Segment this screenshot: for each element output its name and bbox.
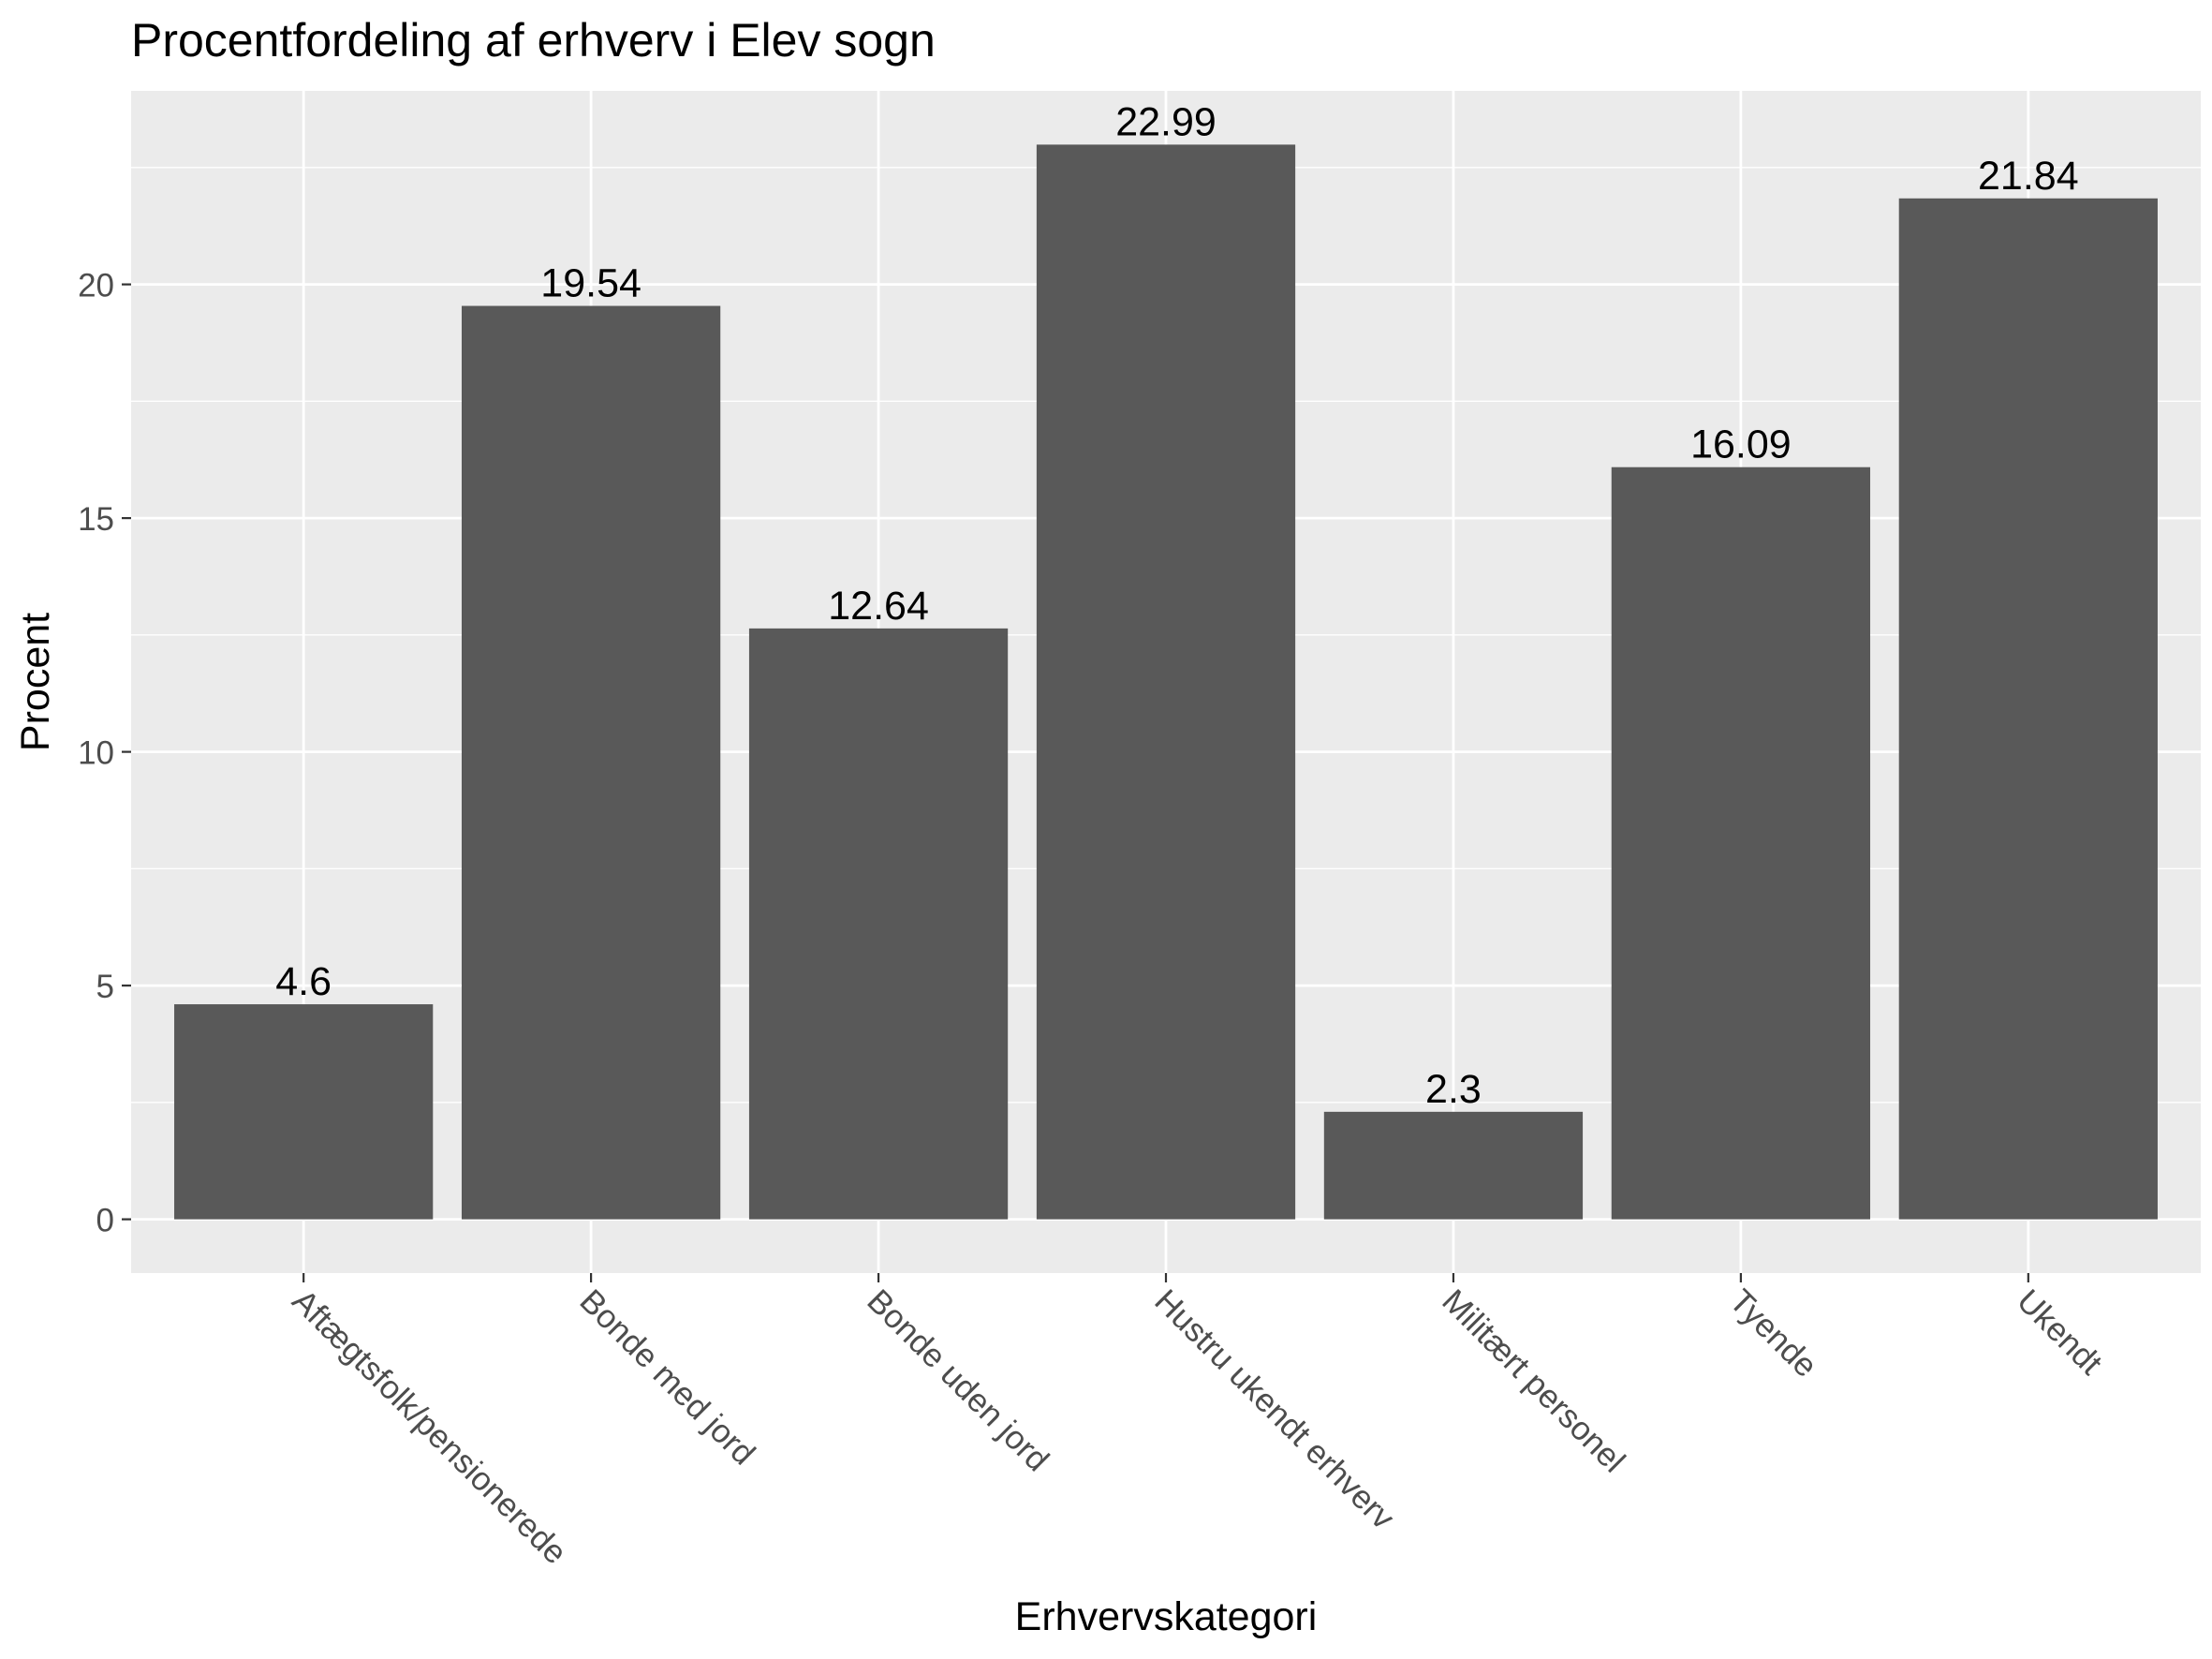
bar <box>174 1004 434 1220</box>
x-tick-label: Hustru ukendt erhverv <box>1147 1282 1401 1536</box>
x-tick-label: Bonde uden jord <box>860 1282 1055 1478</box>
y-tick-label: 5 <box>96 969 114 1005</box>
y-tick-label: 15 <box>78 501 114 538</box>
bar-value-label: 19.54 <box>540 261 641 306</box>
bar-value-label: 4.6 <box>275 959 332 1004</box>
data-labels: 4.6 19.54 12.64 22.99 2.3 16.09 21.84 <box>275 99 2078 1111</box>
bar-value-label: 21.84 <box>1978 154 2079 199</box>
y-axis-title: Procent <box>13 613 58 751</box>
x-tick-label: Aftægtsfolk/pensionerede <box>286 1282 574 1571</box>
x-tick-label: Bonde med jord <box>572 1282 761 1472</box>
bar <box>748 628 1009 1220</box>
chart-title: Procentfordeling af erhverv i Elev sogn <box>131 14 936 67</box>
x-tick-label: Ukendt <box>2010 1282 2109 1382</box>
bar <box>1611 467 1871 1220</box>
bars <box>174 144 2158 1220</box>
bar <box>1323 1111 1584 1220</box>
bar-value-label: 22.99 <box>1115 99 1217 144</box>
x-tick-label: Tyende <box>1722 1282 1824 1385</box>
y-tick-label: 0 <box>96 1203 114 1239</box>
x-axis-title: Erhvervskategori <box>1015 1594 1318 1639</box>
bar <box>1898 198 2158 1220</box>
y-tick-label: 20 <box>78 268 114 304</box>
bar-value-label: 12.64 <box>828 584 929 629</box>
y-tick-label: 10 <box>78 735 114 772</box>
bar-value-label: 16.09 <box>1690 422 1792 467</box>
bar-value-label: 2.3 <box>1425 1067 1482 1112</box>
x-tick-label: Militært personel <box>1435 1282 1632 1480</box>
bar <box>461 305 721 1220</box>
y-axis: 0 5 10 15 20 <box>78 268 131 1239</box>
bar <box>1036 144 1296 1220</box>
